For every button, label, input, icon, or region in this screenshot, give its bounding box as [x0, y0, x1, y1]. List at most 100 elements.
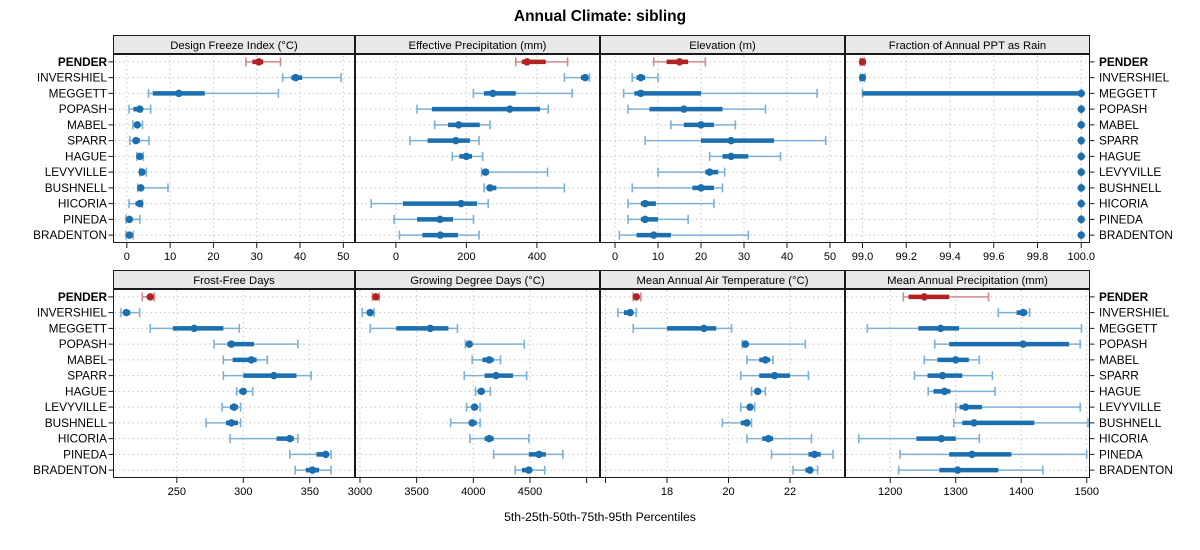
series-bradenton	[1077, 230, 1085, 240]
svg-text:1400: 1400	[1009, 486, 1033, 498]
median-dot	[770, 371, 779, 380]
panel-plot-box	[600, 54, 845, 243]
station-label-right-pender: PENDER	[1099, 290, 1149, 304]
series-bradenton	[514, 465, 546, 475]
station-label-right-bushnell: BUSHNELL	[1099, 416, 1162, 430]
median-dot	[136, 105, 144, 113]
panel-header	[355, 270, 600, 289]
svg-text:30: 30	[738, 251, 750, 263]
panel-design-freeze-index-c: Design Freeze Index (°C) 0 10 20 30 40 50	[113, 35, 355, 263]
median-dot	[626, 308, 634, 317]
station-label-left-mabel: MABEL	[67, 118, 107, 132]
panel-frost-free-days: Frost-Free Days 250 300 350	[113, 270, 355, 498]
median-dot	[675, 58, 684, 66]
panel-title: Growing Degree Days (°C)	[410, 275, 545, 287]
series-pender	[514, 57, 569, 67]
series-pineda	[492, 449, 564, 459]
median-dot	[136, 152, 144, 161]
station-label-left-levyville: LEVYVILLE	[45, 165, 107, 179]
series-sparr	[222, 371, 312, 381]
series-invershiel	[281, 73, 342, 83]
panel-title: Frost-Free Days	[193, 275, 275, 287]
svg-text:300: 300	[234, 486, 252, 498]
station-label-left-popash: POPASH	[59, 337, 107, 351]
median-dot	[481, 168, 490, 176]
svg-text:3500: 3500	[404, 486, 428, 498]
median-dot	[485, 356, 493, 364]
series-popash	[128, 104, 152, 114]
svg-text:20: 20	[722, 486, 734, 498]
series-levyville	[221, 402, 242, 412]
series-hicoria	[627, 199, 715, 209]
panel-title: Effective Precipitation (mm)	[409, 40, 547, 52]
panel-title: Elevation (m)	[689, 40, 756, 52]
median-dot	[125, 231, 134, 239]
median-dot	[1077, 199, 1085, 208]
panel-header	[113, 35, 355, 54]
series-bushnell	[1077, 183, 1085, 193]
series-hicoria	[469, 434, 530, 444]
panel-title: Mean Annual Air Temperature (°C)	[637, 275, 809, 287]
station-label-right-sparr: SPARR	[1099, 369, 1139, 383]
station-label-left-hague: HAGUE	[65, 384, 107, 398]
series-bradenton	[125, 230, 135, 240]
median-dot	[650, 231, 658, 239]
series-mabel	[222, 355, 269, 365]
series-mabel	[132, 120, 144, 130]
svg-text:3000: 3000	[348, 486, 372, 498]
series-hague	[451, 151, 484, 161]
series-bushnell	[136, 183, 169, 193]
series-popash	[933, 339, 1081, 349]
station-label-right-hicoria: HICORIA	[1099, 197, 1148, 211]
station-label-left-hicoria: HICORIA	[58, 197, 107, 211]
median-dot	[680, 105, 688, 113]
series-pender	[141, 292, 156, 302]
panel-title: Mean Annual Precipitation (mm)	[887, 275, 1048, 287]
median-dot	[372, 293, 380, 301]
median-dot	[637, 73, 645, 82]
median-dot	[227, 419, 236, 427]
series-pineda	[627, 214, 689, 224]
series-hicoria	[229, 434, 299, 444]
median-dot	[506, 105, 514, 113]
svg-text:99.6: 99.6	[983, 251, 1004, 263]
median-dot	[132, 136, 140, 145]
svg-text:400: 400	[528, 251, 546, 263]
series-bushnell	[449, 418, 481, 428]
median-dot	[761, 356, 770, 364]
series-bushnell	[721, 418, 753, 428]
median-dot	[743, 419, 751, 427]
median-dot	[1019, 308, 1027, 317]
svg-text:20: 20	[695, 251, 707, 263]
series-meggett	[369, 323, 459, 333]
median-dot	[937, 434, 945, 443]
series-pender	[632, 292, 642, 302]
series-hicoria	[370, 199, 490, 209]
svg-text:250: 250	[168, 486, 186, 498]
series-hicoria	[746, 434, 813, 444]
series-levyville	[739, 402, 756, 412]
series-sparr	[739, 371, 810, 381]
series-pender	[652, 57, 707, 67]
series-pender	[245, 57, 282, 67]
station-label-left-pineda: PINEDA	[63, 212, 107, 226]
x-axis: 0 10 20 30 40 50	[124, 243, 349, 263]
svg-text:0: 0	[612, 251, 618, 263]
station-label-left-pender: PENDER	[58, 290, 108, 304]
series-popash	[741, 339, 807, 349]
svg-text:99.2: 99.2	[896, 251, 917, 263]
series-invershiel	[997, 308, 1031, 318]
axis-caption: 5th-25th-50th-75th-95th Percentiles	[504, 510, 696, 524]
median-dot	[938, 371, 947, 380]
station-label-right-mabel: MABEL	[1099, 118, 1139, 132]
series-hague	[750, 386, 767, 396]
gridlines	[114, 55, 354, 242]
median-dot	[961, 403, 970, 411]
series-levyville	[657, 167, 726, 177]
series-invershiel	[631, 73, 659, 83]
station-label-left-levyville: LEVYVILLE	[45, 400, 107, 414]
